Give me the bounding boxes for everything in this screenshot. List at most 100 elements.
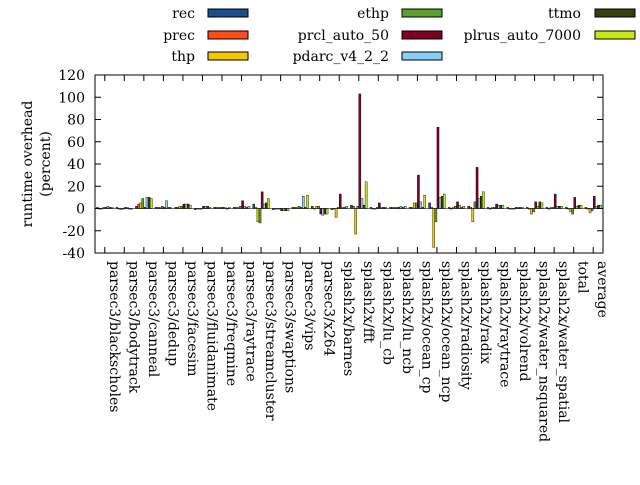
- bar-pdarc_v4_2_2-8: [262, 203, 266, 209]
- x-tick-label: parsec3/x264: [321, 261, 337, 357]
- bar-prcl_auto_50-9: [280, 208, 283, 211]
- bar-thp-24: [569, 208, 572, 213]
- bar-pdarc_v4_2_2-20: [497, 204, 500, 209]
- bar-ttmo-11: [323, 208, 327, 215]
- x-tick-label: parsec3/streamcluster: [262, 261, 278, 421]
- x-tick-label: splash2x/barnes: [340, 261, 356, 376]
- x-tick-label: splash2x/raytrace: [497, 261, 513, 387]
- bar-prcl_auto_50-5: [202, 206, 205, 209]
- bar-plrus_auto_7000-24: [579, 204, 583, 209]
- x-tick-label: average: [594, 261, 610, 318]
- x-tick-label: parsec3/raytrace: [243, 261, 259, 382]
- bar-plrus_auto_7000-8: [267, 198, 270, 209]
- bar-thp-25: [588, 208, 592, 214]
- bar-pdarc_v4_2_2-0: [106, 206, 110, 209]
- bar-pdarc_v4_2_2-2: [145, 197, 149, 209]
- x-tick-label: splash2x/lu_ncb: [399, 261, 415, 374]
- y-axis-label: runtime overhead (percent): [20, 101, 54, 228]
- legend-label-prec: prec: [163, 28, 195, 44]
- bar-ethp-19: [473, 201, 477, 209]
- bar-plrus_auto_7000-17: [443, 193, 446, 209]
- bar-pdarc_v4_2_2-5: [204, 206, 207, 209]
- x-tick-label: splash2x/radix: [477, 261, 493, 364]
- legend-swatch-plrus_auto_7000: [594, 30, 636, 40]
- legend-swatch-rec: [207, 8, 249, 18]
- legend-label-thp: thp: [171, 49, 195, 65]
- bar-prcl_auto_50-13: [358, 93, 362, 209]
- bar-thp-2: [139, 202, 142, 209]
- x-tick-label: splash2x/lu_cb: [379, 261, 395, 365]
- legend-swatch-prec: [207, 30, 249, 40]
- bar-ttmo-20: [499, 204, 503, 209]
- bar-prcl_auto_50-23: [553, 193, 557, 209]
- bar-plrus_auto_7000-22: [540, 202, 544, 209]
- bar-plrus_auto_7000-23: [560, 206, 563, 209]
- bar-rec-19: [467, 206, 470, 209]
- bar-ethp-25: [590, 208, 594, 211]
- bar-ethp-24: [571, 208, 574, 215]
- bar-ttmo-17: [440, 196, 444, 209]
- bar-rec-13: [350, 204, 353, 209]
- bar-thp-8: [256, 208, 260, 223]
- y-tick-label: -40: [62, 246, 85, 262]
- x-tick-label: splash2x/ocean_cp: [418, 261, 434, 393]
- bar-ttmo-8: [265, 202, 268, 209]
- legend: rec prec thp ethp prcl_auto_50 pdarc_v4_2_2 tt…: [163, 6, 636, 65]
- legend-label-rec: rec: [172, 6, 195, 22]
- x-tick-label: parsec3/facesim: [184, 261, 200, 377]
- bar-rec-17: [428, 202, 431, 209]
- bar-ethp-10: [297, 206, 301, 209]
- y-tick-label: 20: [67, 179, 85, 195]
- bar-plrus_auto_7000-18: [462, 206, 466, 209]
- bar-thp-17: [432, 208, 436, 248]
- bar-ethp-18: [454, 206, 457, 209]
- bar-prcl_auto_50-19: [475, 167, 479, 209]
- bar-plrus_auto_7000-19: [482, 191, 485, 209]
- bar-plrus_auto_7000-13: [364, 181, 368, 209]
- bar-plrus_auto_7000-11: [325, 208, 329, 215]
- x-tick-label: total: [575, 261, 591, 294]
- y-tick-label: 100: [58, 90, 85, 106]
- x-tick-label: splash2x/water_spatial: [555, 261, 571, 424]
- bar-ethp-22: [532, 208, 535, 213]
- bar-pdarc_v4_2_2-13: [360, 198, 364, 209]
- bar-plrus_auto_7000-25: [599, 204, 602, 209]
- bar-ethp-4: [180, 206, 184, 209]
- bar-ethp-13: [356, 206, 359, 209]
- bar-plrus_auto_7000-2: [149, 198, 153, 209]
- bar-plrus_auto_7000-15: [403, 206, 407, 209]
- bar-prcl_auto_50-12: [339, 193, 342, 209]
- bar-pdarc_v4_2_2-22: [536, 206, 540, 209]
- plot-frame: [94, 74, 604, 254]
- bar-ethp-11: [317, 206, 320, 209]
- x-tick-label: parsec3/freqmine: [223, 261, 239, 386]
- bar-ethp-7: [239, 206, 242, 209]
- x-tick-label: splash2x/ocean_ncp: [438, 261, 454, 402]
- bar-prcl_auto_50-8: [260, 191, 264, 209]
- legend-label-prcl_auto_50: prcl_auto_50: [298, 28, 389, 44]
- bar-ethp-2: [141, 198, 145, 209]
- legend-label-ethp: ethp: [357, 6, 389, 22]
- y-tick-label: 0: [76, 202, 85, 218]
- legend-swatch-prcl_auto_50: [401, 30, 443, 40]
- bar-ethp-8: [258, 208, 262, 224]
- y-tick-label: 120: [58, 68, 85, 84]
- y-tick-label: 60: [67, 135, 85, 151]
- bar-rec-8: [252, 203, 255, 209]
- bar-ttmo-13: [362, 204, 366, 209]
- legend-swatch-ethp: [401, 8, 443, 18]
- bar-plrus_auto_7000-4: [189, 204, 192, 209]
- bar-prcl_auto_50-16: [417, 174, 420, 209]
- bar-prcl_auto_50-14: [378, 202, 381, 209]
- legend-label-ttmo: ttmo: [548, 6, 581, 22]
- legend-swatch-thp: [207, 51, 249, 61]
- bar-pdarc_v4_2_2-15: [399, 206, 403, 209]
- bar-ttmo-2: [147, 197, 151, 209]
- bar-prcl_auto_50-22: [534, 201, 537, 209]
- bar-ttmo-22: [538, 201, 542, 209]
- bar-prcl_auto_50-25: [593, 196, 596, 209]
- bar-ttmo-23: [558, 206, 561, 209]
- bar-rec-2: [135, 206, 138, 209]
